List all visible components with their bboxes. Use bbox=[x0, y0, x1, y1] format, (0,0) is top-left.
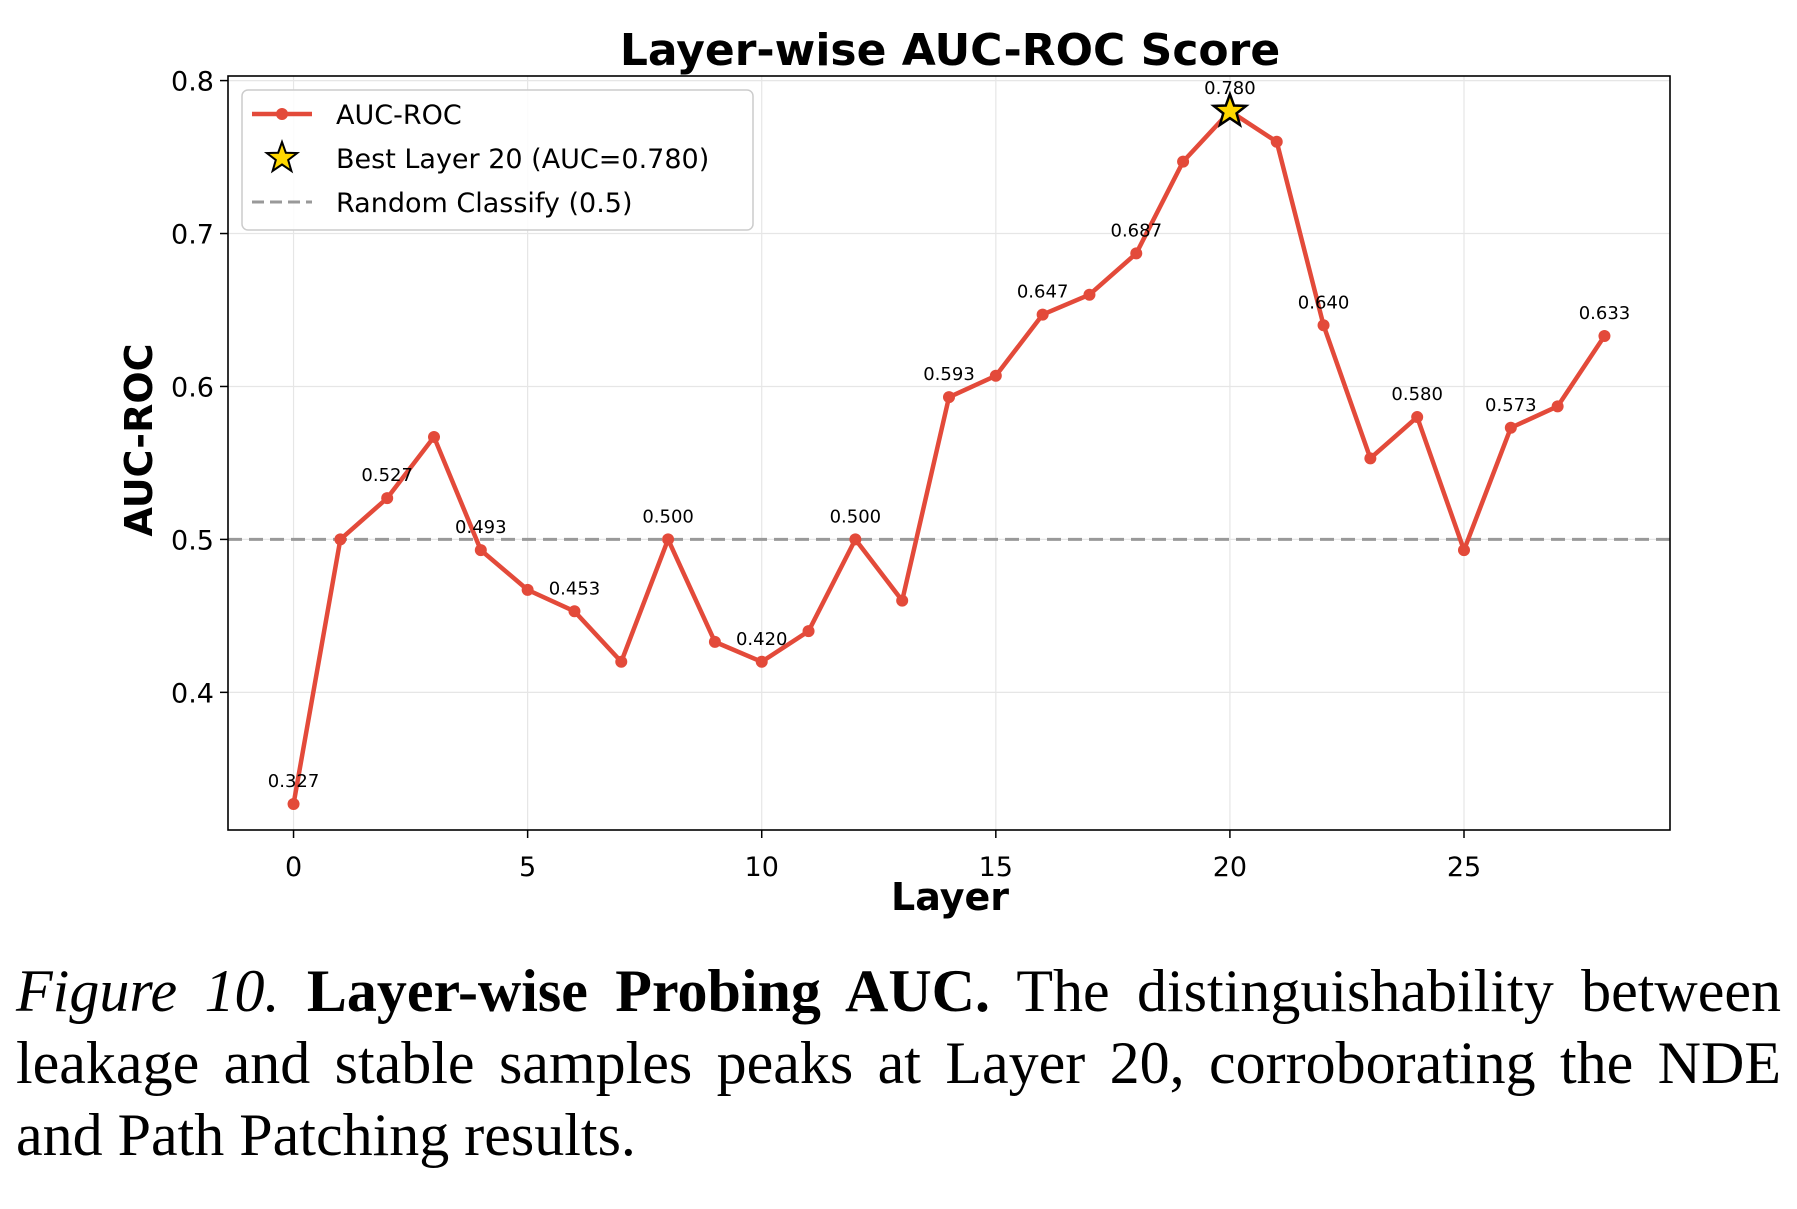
data-label: 0.580 bbox=[1391, 384, 1443, 405]
auc-roc-point bbox=[755, 655, 768, 668]
data-label: 0.633 bbox=[1579, 303, 1631, 324]
x-axis-ticks: 0 5 10 15 20 25 bbox=[285, 830, 1481, 883]
data-label: 0.780 bbox=[1204, 78, 1256, 99]
x-tick-label: 20 bbox=[1213, 852, 1247, 883]
y-tick-label: 0.6 bbox=[171, 372, 214, 403]
data-label: 0.527 bbox=[361, 465, 413, 486]
auc-roc-point bbox=[1177, 155, 1190, 168]
best-layer-star bbox=[1210, 90, 1250, 128]
auc-roc-point bbox=[708, 635, 721, 648]
auc-roc-point bbox=[1130, 247, 1143, 260]
auc-roc-point bbox=[989, 369, 1002, 382]
auc-roc-point bbox=[568, 605, 581, 618]
data-label: 0.500 bbox=[830, 506, 882, 527]
legend-label-auc-roc: AUC-ROC bbox=[336, 100, 462, 131]
auc-roc-point bbox=[1083, 288, 1096, 301]
legend: AUC-ROC Best Layer 20 (AUC=0.780) Random… bbox=[241, 89, 754, 231]
auc-roc-point bbox=[1504, 421, 1517, 434]
data-label: 0.453 bbox=[549, 578, 601, 599]
auc-roc-point bbox=[521, 583, 534, 596]
auc-roc-point bbox=[1598, 330, 1611, 342]
legend-entry-auc-roc: AUC-ROC bbox=[252, 100, 462, 131]
auc-roc-point bbox=[1458, 544, 1470, 557]
legend-entry-random: Random Classify (0.5) bbox=[252, 188, 633, 219]
caption-heading: Layer-wise Probing AUC. bbox=[306, 958, 990, 1024]
auc-roc-point bbox=[802, 625, 815, 638]
legend-label-random: Random Classify (0.5) bbox=[336, 188, 633, 219]
auc-roc-point bbox=[334, 533, 347, 546]
chart-figure: Layer-wise AUC-ROC Score 0.327 0.527 0.493… bbox=[117, 25, 1671, 919]
x-tick-label: 15 bbox=[979, 852, 1013, 883]
data-label: 0.420 bbox=[736, 629, 788, 650]
data-label: 0.500 bbox=[642, 506, 694, 527]
chart-svg: Layer-wise AUC-ROC Score 0.327 0.527 0.493… bbox=[117, 25, 1671, 919]
plot-frame bbox=[227, 75, 1671, 831]
x-axis-label: Layer bbox=[891, 875, 1009, 919]
legend-marker-icon bbox=[276, 108, 288, 120]
auc-roc-point bbox=[1411, 411, 1424, 424]
data-label: 0.640 bbox=[1298, 292, 1350, 313]
x-tick-label: 25 bbox=[1447, 852, 1481, 883]
auc-roc-point bbox=[381, 492, 394, 505]
chart-title: Layer-wise AUC-ROC Score bbox=[620, 25, 1280, 76]
caption-text: The distinguishability between leakage a… bbox=[16, 958, 1781, 1168]
figure-caption: Figure 10. Layer-wise Probing AUC. The d… bbox=[16, 955, 1781, 1171]
data-label: 0.573 bbox=[1485, 395, 1537, 416]
y-tick-label: 0.5 bbox=[171, 525, 214, 556]
x-tick-label: 10 bbox=[745, 852, 779, 883]
series-group bbox=[287, 90, 1611, 810]
x-tick-label: 5 bbox=[519, 852, 536, 883]
auc-roc-point bbox=[1551, 400, 1564, 413]
y-tick-label: 0.8 bbox=[171, 67, 214, 98]
data-label: 0.593 bbox=[923, 364, 975, 385]
legend-label-best-layer: Best Layer 20 (AUC=0.780) bbox=[336, 144, 709, 175]
y-tick-label: 0.4 bbox=[171, 678, 214, 709]
auc-roc-point bbox=[849, 533, 862, 546]
data-labels: 0.327 0.527 0.493 0.453 0.500 0.420 0.500 0.593… bbox=[268, 78, 1630, 792]
auc-roc-point bbox=[1317, 319, 1330, 332]
x-tick-label: 0 bbox=[285, 852, 302, 883]
data-label: 0.647 bbox=[1017, 282, 1069, 303]
y-axis-ticks: 0.4 0.5 0.6 0.7 0.8 bbox=[171, 67, 228, 709]
data-label: 0.493 bbox=[455, 517, 507, 538]
data-label: 0.327 bbox=[268, 771, 320, 792]
auc-roc-point bbox=[1036, 308, 1049, 321]
legend-box bbox=[241, 89, 754, 231]
auc-roc-point bbox=[474, 544, 487, 557]
auc-roc-point bbox=[287, 798, 300, 810]
legend-entry-best-layer: Best Layer 20 (AUC=0.780) bbox=[263, 139, 709, 175]
auc-roc-point bbox=[615, 655, 628, 668]
y-tick-label: 0.7 bbox=[171, 220, 214, 251]
star-icon bbox=[263, 139, 301, 174]
caption-figure-number: Figure 10. bbox=[16, 958, 280, 1024]
data-label: 0.687 bbox=[1111, 220, 1163, 241]
auc-roc-point bbox=[662, 533, 675, 546]
auc-roc-point bbox=[896, 594, 909, 607]
auc-roc-point bbox=[943, 391, 955, 404]
auc-roc-point bbox=[428, 430, 440, 443]
auc-roc-point bbox=[1270, 135, 1283, 148]
grid bbox=[228, 76, 1670, 830]
y-axis-label: AUC-ROC bbox=[117, 343, 161, 536]
auc-roc-point bbox=[1364, 452, 1377, 465]
